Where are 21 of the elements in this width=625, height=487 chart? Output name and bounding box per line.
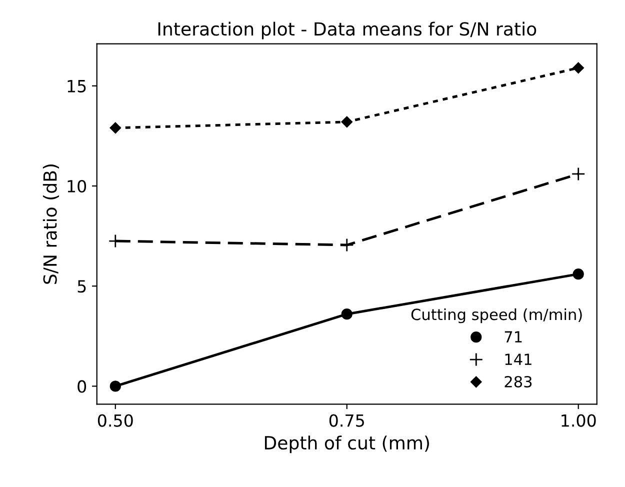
y-tick-label: 0 [78,380,86,393]
point [110,122,121,134]
y-tick-label: 15 [68,80,86,92]
x-tick-label: 0.50 [98,414,133,427]
x-tick-label: 0.75 [329,414,364,427]
point [572,62,584,74]
x-tick-label: 1.00 [562,414,596,427]
point [341,308,352,320]
legend-label: 141 [505,354,532,365]
chart-title: Interaction plot - Data means for S/N ratio [158,22,536,40]
x-axis-title: Depth of cut (mm) [264,436,429,454]
legend-label: 283 [504,376,532,388]
legend-label: 71 [504,331,522,342]
legend-title: Cutting speed (m/min) [411,308,582,324]
point [571,167,586,181]
y-tick-label: 10 [68,180,86,193]
y-axis-title: S/N ratio (dB) [42,164,60,284]
point [110,380,121,392]
point [572,268,584,280]
y-tick-label: 5 [78,280,86,293]
point [341,116,352,128]
